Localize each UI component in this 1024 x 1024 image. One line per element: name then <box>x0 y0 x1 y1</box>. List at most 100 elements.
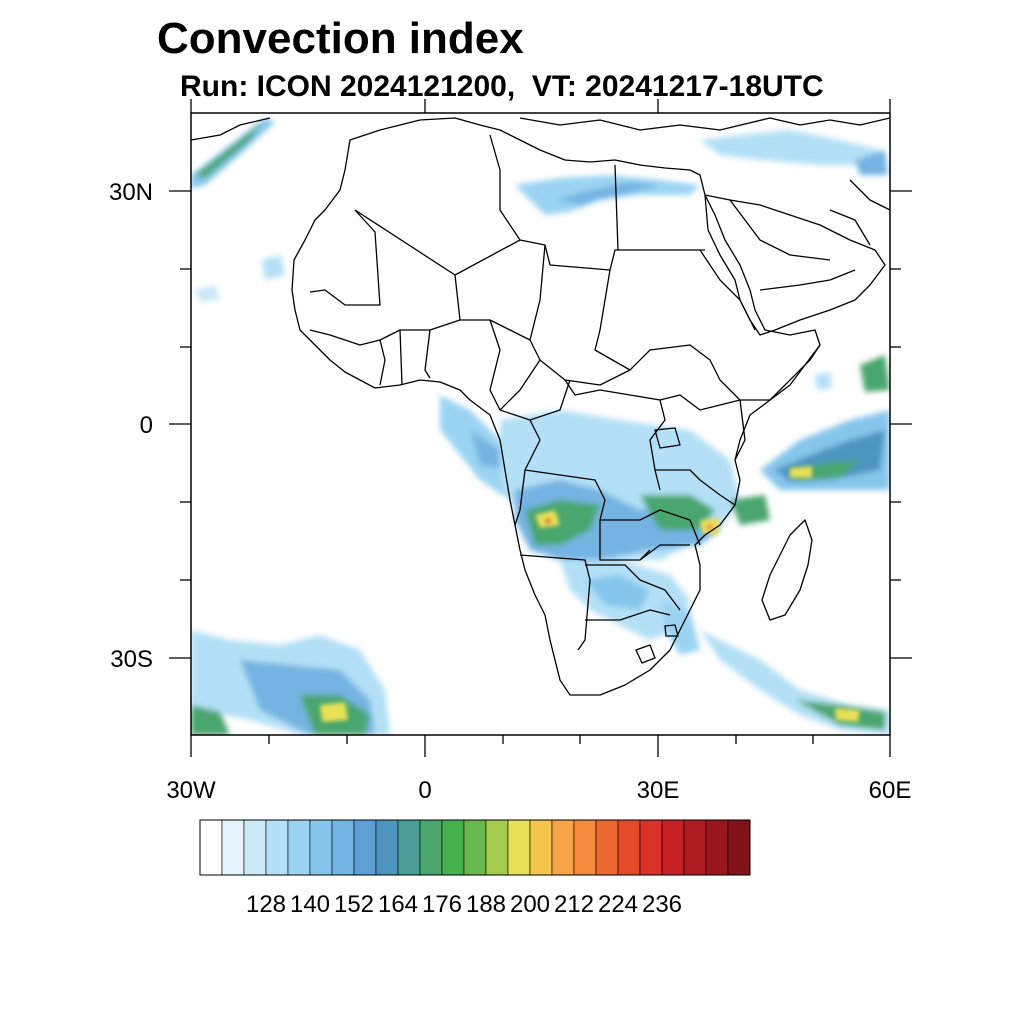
colorbar-swatch <box>441 819 465 876</box>
field-sahara-core <box>555 182 660 205</box>
arabia-border-1 <box>729 199 831 261</box>
colorbar-swatch <box>573 819 597 876</box>
y-tick-label-30n: 30N <box>109 179 153 206</box>
colorbar-label: 164 <box>378 891 418 918</box>
map-subtitle: Run: ICON 2024121200, VT: 20241217-18UTC <box>180 70 824 103</box>
colorbar-label: 128 <box>246 891 286 918</box>
border-23 <box>769 344 821 401</box>
field-se-coast <box>660 600 700 655</box>
field-sw-edge <box>191 705 230 735</box>
colorbar-swatch <box>199 819 223 876</box>
colorbar: 128 140 152 164 176 188 200 212 224 236 <box>199 819 751 918</box>
colorbar-swatch <box>683 819 707 876</box>
border-1 <box>309 209 381 306</box>
iran-coast <box>849 179 890 211</box>
madagascar-coastline <box>761 519 813 621</box>
coastlines-borders <box>191 117 890 696</box>
colorbar-label: 176 <box>422 891 462 918</box>
border-10 <box>489 319 571 421</box>
field-hot-ocean <box>790 466 812 478</box>
field-nw-band-core <box>195 122 262 178</box>
lake-victoria <box>654 427 681 449</box>
border-7 <box>309 274 461 346</box>
field-ne-corner <box>855 150 888 175</box>
gulf-coast <box>829 209 871 246</box>
border-20 <box>639 544 690 561</box>
colorbar-swatch <box>419 819 443 876</box>
arabia-border-2 <box>759 269 856 291</box>
arabia-coastline <box>704 194 886 336</box>
x-tick-label-30e: 30E <box>637 777 680 804</box>
field-hot-se <box>835 708 860 722</box>
field-ne-africa <box>700 130 880 165</box>
colorbar-swatch <box>551 819 575 876</box>
colorbar-swatch <box>617 819 641 876</box>
colorbar-swatch <box>595 819 619 876</box>
border-5 <box>529 244 770 401</box>
colorbar-frame <box>199 819 751 876</box>
border-17 <box>519 554 591 651</box>
colorbar-label: 152 <box>334 891 374 918</box>
colorbar-label: 200 <box>510 891 550 918</box>
border-19 <box>600 509 701 546</box>
border-18 <box>585 564 681 611</box>
colorbar-label: 212 <box>554 891 594 918</box>
field-w-africa <box>262 255 285 280</box>
africa-coastline <box>291 117 821 696</box>
colorbar-swatch <box>639 819 663 876</box>
x-tick-label-0: 0 <box>418 777 431 804</box>
colorbar-swatch <box>463 819 487 876</box>
colorbar-swatch <box>353 819 377 876</box>
field-east-ring <box>860 355 890 392</box>
colorbar-swatch <box>265 819 289 876</box>
colorbar-swatch <box>309 819 333 876</box>
colorbar-swatch <box>727 819 751 876</box>
border-22 <box>699 249 756 331</box>
field-peak-angola <box>545 518 551 524</box>
field-congo-w-core <box>470 430 505 470</box>
convection-field <box>191 118 890 735</box>
y-tick-labels: 30N 0 30S <box>109 179 153 673</box>
border-2 <box>354 209 705 276</box>
field-angola-green <box>525 500 600 545</box>
field-w-africa-2 <box>195 285 220 302</box>
border-6 <box>594 269 631 371</box>
colorbar-swatch <box>661 819 685 876</box>
field-southern-core <box>585 575 650 610</box>
colorbar-swatch <box>529 819 553 876</box>
field-east-dot <box>815 372 832 390</box>
colorbar-swatch <box>705 819 729 876</box>
colorbar-swatch <box>485 819 509 876</box>
colorbar-swatch <box>397 819 421 876</box>
border-3 <box>489 134 521 241</box>
x-tick-label-60e: 60E <box>869 777 912 804</box>
field-madagascar-n <box>730 495 770 525</box>
border-15 <box>655 469 736 506</box>
x-tick-label-30w: 30W <box>166 777 216 804</box>
field-peak-zambia <box>707 524 713 530</box>
border-21 <box>585 609 671 621</box>
colorbar-swatch <box>287 819 311 876</box>
colorbar-label: 236 <box>642 891 682 918</box>
axis-ticks <box>169 99 912 757</box>
colorbar-swatch <box>243 819 267 876</box>
eswatini-border <box>664 624 679 637</box>
map-title: Convection index <box>157 14 524 63</box>
lesotho-border <box>635 644 656 664</box>
y-tick-label-30s: 30S <box>110 646 153 673</box>
x-tick-labels: 30W 0 30E 60E <box>166 777 911 804</box>
colorbar-label: 224 <box>598 891 638 918</box>
colorbar-swatch <box>507 819 531 876</box>
colorbar-swatch <box>331 819 355 876</box>
y-tick-label-0: 0 <box>140 412 153 439</box>
border-12 <box>524 419 651 561</box>
field-zambia <box>640 495 715 530</box>
colorbar-swatch <box>375 819 399 876</box>
border-16 <box>514 469 526 526</box>
colorbar-label: 140 <box>290 891 330 918</box>
border-4 <box>614 164 619 251</box>
colorbar-swatch <box>221 819 245 876</box>
border-11 <box>499 359 541 411</box>
field-hot-sw <box>320 702 348 722</box>
